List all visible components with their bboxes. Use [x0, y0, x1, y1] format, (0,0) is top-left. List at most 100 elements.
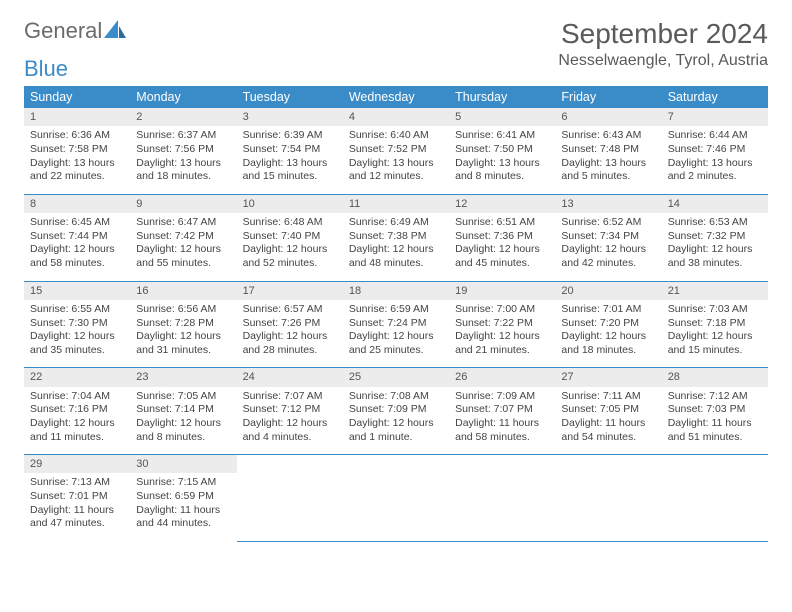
daylight-text: Daylight: 13 hours and 18 minutes.	[136, 157, 230, 184]
day-number: 7	[662, 108, 768, 126]
day-number: 9	[130, 194, 236, 213]
day-number: 30	[130, 455, 236, 474]
daylight-text: Daylight: 11 hours and 58 minutes.	[455, 417, 549, 444]
day-cell: Sunrise: 6:52 AMSunset: 7:34 PMDaylight:…	[555, 213, 661, 281]
day-number: 6	[555, 108, 661, 126]
weekday-header: Sunday	[24, 86, 130, 108]
sunrise-text: Sunrise: 6:53 AM	[668, 216, 762, 230]
day-number: 23	[130, 368, 236, 387]
day-cell: Sunrise: 7:05 AMSunset: 7:14 PMDaylight:…	[130, 387, 236, 455]
weekday-header: Tuesday	[237, 86, 343, 108]
day-cell: Sunrise: 6:51 AMSunset: 7:36 PMDaylight:…	[449, 213, 555, 281]
day-number	[555, 455, 661, 474]
daylight-text: Daylight: 12 hours and 11 minutes.	[30, 417, 124, 444]
sunset-text: Sunset: 7:12 PM	[243, 403, 337, 417]
sunrise-text: Sunrise: 7:01 AM	[561, 303, 655, 317]
logo: General	[24, 18, 126, 44]
sunset-text: Sunset: 7:50 PM	[455, 143, 549, 157]
day-cell: Sunrise: 7:01 AMSunset: 7:20 PMDaylight:…	[555, 300, 661, 368]
day-cell	[449, 473, 555, 541]
day-number: 1	[24, 108, 130, 126]
day-cell: Sunrise: 6:36 AMSunset: 7:58 PMDaylight:…	[24, 126, 130, 194]
sunset-text: Sunset: 7:46 PM	[668, 143, 762, 157]
day-cell: Sunrise: 7:08 AMSunset: 7:09 PMDaylight:…	[343, 387, 449, 455]
daynum-row: 2930	[24, 455, 768, 474]
day-number	[237, 455, 343, 474]
sunrise-text: Sunrise: 7:00 AM	[455, 303, 549, 317]
day-cell	[555, 473, 661, 541]
weekday-header: Thursday	[449, 86, 555, 108]
day-cell: Sunrise: 6:59 AMSunset: 7:24 PMDaylight:…	[343, 300, 449, 368]
daylight-text: Daylight: 12 hours and 28 minutes.	[243, 330, 337, 357]
content-row: Sunrise: 6:36 AMSunset: 7:58 PMDaylight:…	[24, 126, 768, 194]
sunrise-text: Sunrise: 7:07 AM	[243, 390, 337, 404]
daynum-row: 891011121314	[24, 194, 768, 213]
sunset-text: Sunset: 7:01 PM	[30, 490, 124, 504]
day-cell: Sunrise: 6:45 AMSunset: 7:44 PMDaylight:…	[24, 213, 130, 281]
daylight-text: Daylight: 12 hours and 38 minutes.	[668, 243, 762, 270]
day-cell: Sunrise: 7:12 AMSunset: 7:03 PMDaylight:…	[662, 387, 768, 455]
sunset-text: Sunset: 7:30 PM	[30, 317, 124, 331]
sunrise-text: Sunrise: 6:43 AM	[561, 129, 655, 143]
content-row: Sunrise: 7:04 AMSunset: 7:16 PMDaylight:…	[24, 387, 768, 455]
sunset-text: Sunset: 7:32 PM	[668, 230, 762, 244]
sunset-text: Sunset: 7:54 PM	[243, 143, 337, 157]
sunrise-text: Sunrise: 6:52 AM	[561, 216, 655, 230]
day-number: 4	[343, 108, 449, 126]
day-number: 29	[24, 455, 130, 474]
sunrise-text: Sunrise: 6:44 AM	[668, 129, 762, 143]
daylight-text: Daylight: 11 hours and 51 minutes.	[668, 417, 762, 444]
day-number: 17	[237, 281, 343, 300]
sunrise-text: Sunrise: 6:48 AM	[243, 216, 337, 230]
daylight-text: Daylight: 12 hours and 8 minutes.	[136, 417, 230, 444]
sunrise-text: Sunrise: 6:41 AM	[455, 129, 549, 143]
day-cell: Sunrise: 7:00 AMSunset: 7:22 PMDaylight:…	[449, 300, 555, 368]
sunrise-text: Sunrise: 6:39 AM	[243, 129, 337, 143]
content-row: Sunrise: 6:45 AMSunset: 7:44 PMDaylight:…	[24, 213, 768, 281]
sunrise-text: Sunrise: 6:49 AM	[349, 216, 443, 230]
day-cell: Sunrise: 7:13 AMSunset: 7:01 PMDaylight:…	[24, 473, 130, 541]
sunset-text: Sunset: 7:28 PM	[136, 317, 230, 331]
daylight-text: Daylight: 11 hours and 47 minutes.	[30, 504, 124, 531]
daylight-text: Daylight: 12 hours and 31 minutes.	[136, 330, 230, 357]
sunset-text: Sunset: 7:03 PM	[668, 403, 762, 417]
sunset-text: Sunset: 7:44 PM	[30, 230, 124, 244]
daylight-text: Daylight: 13 hours and 22 minutes.	[30, 157, 124, 184]
day-cell: Sunrise: 7:04 AMSunset: 7:16 PMDaylight:…	[24, 387, 130, 455]
sunset-text: Sunset: 7:42 PM	[136, 230, 230, 244]
daylight-text: Daylight: 12 hours and 25 minutes.	[349, 330, 443, 357]
daylight-text: Daylight: 13 hours and 5 minutes.	[561, 157, 655, 184]
daylight-text: Daylight: 12 hours and 15 minutes.	[668, 330, 762, 357]
day-cell: Sunrise: 6:55 AMSunset: 7:30 PMDaylight:…	[24, 300, 130, 368]
sunset-text: Sunset: 7:36 PM	[455, 230, 549, 244]
daylight-text: Daylight: 12 hours and 55 minutes.	[136, 243, 230, 270]
daylight-text: Daylight: 12 hours and 18 minutes.	[561, 330, 655, 357]
daynum-row: 15161718192021	[24, 281, 768, 300]
day-cell: Sunrise: 6:44 AMSunset: 7:46 PMDaylight:…	[662, 126, 768, 194]
sunrise-text: Sunrise: 6:36 AM	[30, 129, 124, 143]
sunset-text: Sunset: 7:58 PM	[30, 143, 124, 157]
day-cell	[662, 473, 768, 541]
daylight-text: Daylight: 11 hours and 54 minutes.	[561, 417, 655, 444]
daylight-text: Daylight: 12 hours and 45 minutes.	[455, 243, 549, 270]
day-cell: Sunrise: 7:07 AMSunset: 7:12 PMDaylight:…	[237, 387, 343, 455]
sunset-text: Sunset: 7:05 PM	[561, 403, 655, 417]
day-number: 21	[662, 281, 768, 300]
sunset-text: Sunset: 7:16 PM	[30, 403, 124, 417]
daylight-text: Daylight: 12 hours and 52 minutes.	[243, 243, 337, 270]
sunrise-text: Sunrise: 6:51 AM	[455, 216, 549, 230]
sunset-text: Sunset: 7:56 PM	[136, 143, 230, 157]
daylight-text: Daylight: 12 hours and 4 minutes.	[243, 417, 337, 444]
day-number	[343, 455, 449, 474]
daylight-text: Daylight: 13 hours and 15 minutes.	[243, 157, 337, 184]
sunrise-text: Sunrise: 7:09 AM	[455, 390, 549, 404]
weekday-header: Wednesday	[343, 86, 449, 108]
daynum-row: 22232425262728	[24, 368, 768, 387]
day-cell: Sunrise: 6:48 AMSunset: 7:40 PMDaylight:…	[237, 213, 343, 281]
sunrise-text: Sunrise: 7:03 AM	[668, 303, 762, 317]
content-row: Sunrise: 7:13 AMSunset: 7:01 PMDaylight:…	[24, 473, 768, 541]
day-cell: Sunrise: 6:53 AMSunset: 7:32 PMDaylight:…	[662, 213, 768, 281]
weekday-header-row: Sunday Monday Tuesday Wednesday Thursday…	[24, 86, 768, 108]
content-row: Sunrise: 6:55 AMSunset: 7:30 PMDaylight:…	[24, 300, 768, 368]
sunrise-text: Sunrise: 6:37 AM	[136, 129, 230, 143]
